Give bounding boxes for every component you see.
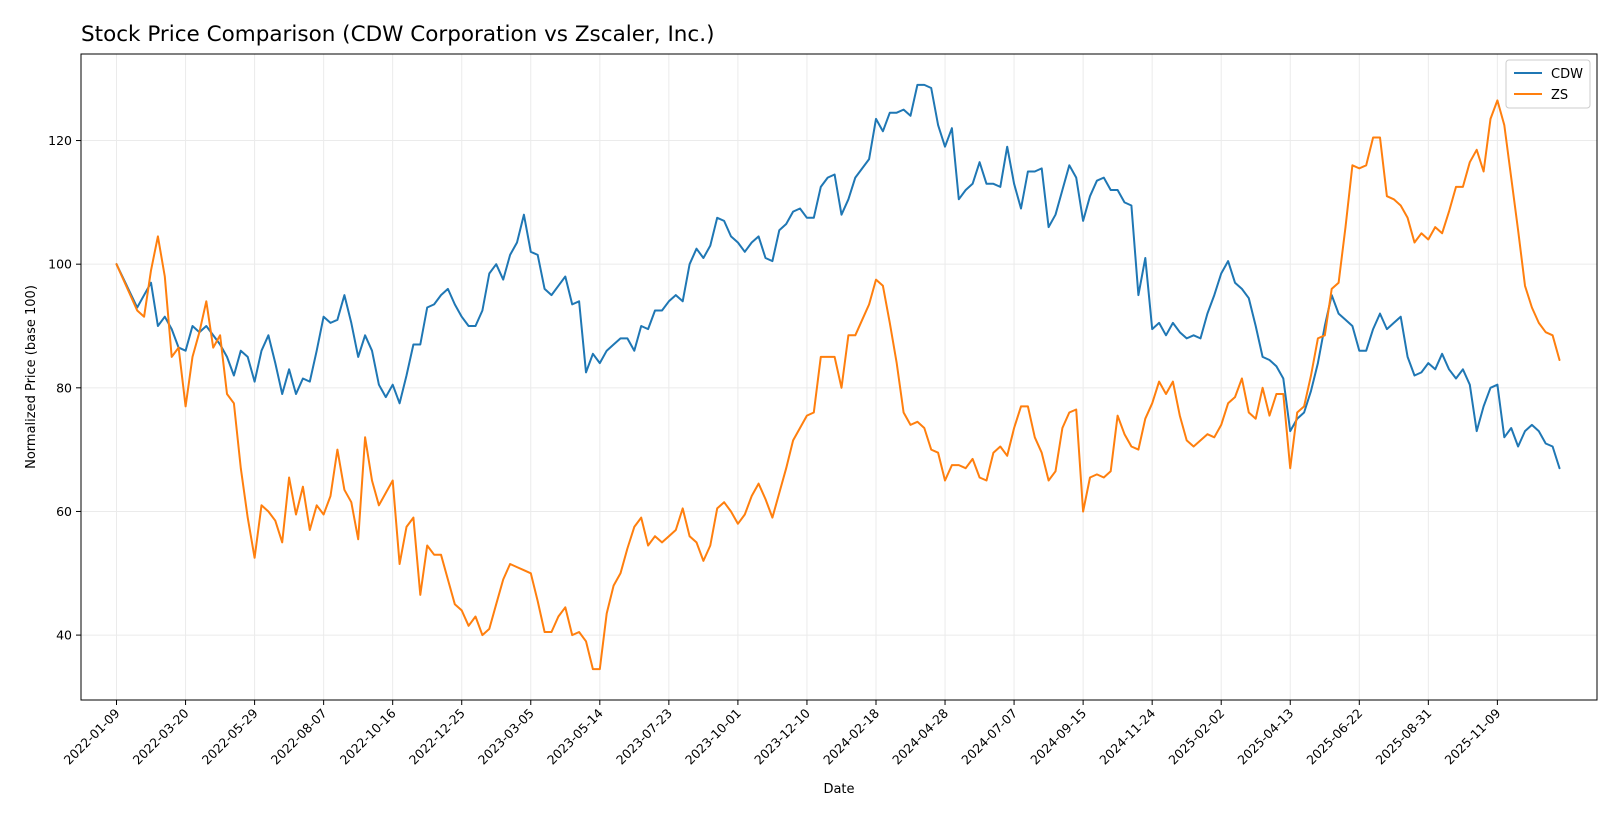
- legend-label-zs: ZS: [1551, 88, 1568, 103]
- x-tick-label: 2025-06-22: [1303, 706, 1365, 768]
- y-tick-label: 60: [56, 504, 72, 519]
- series-lines: [115, 83, 1561, 671]
- x-tick-label: 2025-04-13: [1234, 706, 1296, 768]
- x-tick-label: 2023-03-05: [475, 706, 537, 768]
- grid-lines: [81, 54, 1597, 700]
- x-tick-label: 2022-10-16: [337, 705, 399, 767]
- y-axis-ticks: 40 60 80 100 120: [48, 133, 81, 643]
- x-tick-label: 2025-02-02: [1165, 706, 1227, 768]
- x-tick-label: 2023-12-10: [751, 705, 813, 767]
- x-axis-ticks: 2022-01-09 2022-03-20 2022-05-29 2022-08-07…: [61, 700, 1504, 767]
- y-tick-label: 120: [48, 133, 72, 148]
- y-tick-label: 80: [56, 380, 72, 395]
- x-tick-label: 2024-07-07: [958, 706, 1020, 768]
- x-tick-label: 2025-08-31: [1372, 706, 1434, 768]
- x-tick-label: 2023-05-14: [544, 705, 606, 767]
- x-tick-label: 2022-08-07: [268, 706, 330, 768]
- x-tick-label: 2024-04-28: [889, 705, 951, 767]
- y-axis-label: Normalized Price (base 100): [24, 285, 39, 469]
- x-tick-label: 2022-03-20: [130, 705, 192, 767]
- x-tick-label: 2023-07-23: [613, 706, 675, 768]
- plot-frame: [80, 53, 1598, 701]
- series-line-zs: [115, 99, 1561, 671]
- x-tick-label: 2022-01-09: [61, 705, 123, 767]
- legend: CDW ZS: [1505, 59, 1591, 109]
- x-tick-label: 2023-10-01: [682, 706, 744, 768]
- y-tick-label: 100: [48, 257, 72, 272]
- x-tick-label: 2022-12-25: [406, 706, 468, 768]
- legend-label-cdw: CDW: [1551, 67, 1583, 82]
- x-tick-label: 2025-11-09: [1442, 705, 1504, 767]
- x-tick-label: 2024-02-18: [820, 705, 882, 767]
- x-tick-label: 2024-11-24: [1096, 705, 1158, 767]
- y-tick-label: 40: [56, 628, 72, 643]
- x-tick-label: 2022-05-29: [199, 705, 261, 767]
- chart-title: Stock Price Comparison (CDW Corporation …: [81, 22, 714, 47]
- x-axis-label: Date: [823, 782, 854, 797]
- series-line-cdw: [115, 83, 1561, 470]
- x-tick-label: 2024-09-15: [1027, 706, 1089, 768]
